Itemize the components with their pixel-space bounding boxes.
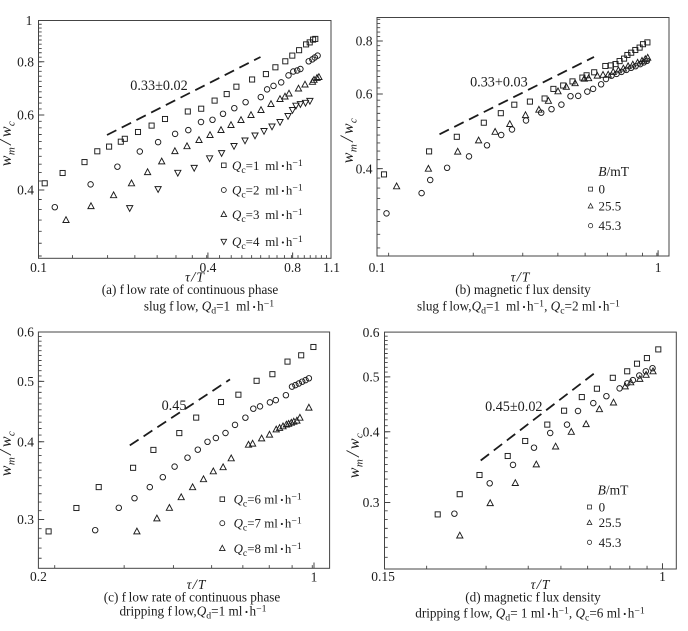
svg-text:0.6: 0.6 [363, 325, 380, 340]
svg-text:B/mT: B/mT [598, 164, 630, 179]
svg-text:0.5: 0.5 [17, 374, 34, 389]
svg-text:slug f low,Qd=1 ml ·h−1, Qc=2: slug f low,Qd=1 ml ·h−1, Qc=2 ml ·h−1 [417, 297, 620, 317]
svg-text:0.8: 0.8 [356, 34, 373, 49]
svg-text:0: 0 [599, 500, 606, 515]
svg-text:Qc=4 ml ·h−1: Qc=4 ml ·h−1 [232, 232, 304, 252]
svg-text:slug f low, Qd=1 ml ·h−1: slug f low, Qd=1 ml ·h−1 [144, 297, 274, 317]
svg-text:τ / T: τ / T [185, 270, 205, 286]
svg-text:0.3: 0.3 [17, 512, 34, 527]
svg-text:τ / T: τ / T [531, 577, 551, 593]
svg-text:25.5: 25.5 [599, 515, 622, 530]
svg-text:1: 1 [26, 13, 33, 28]
svg-text:0.1: 0.1 [30, 260, 47, 275]
svg-text:(b) magnetic f lux density: (b) magnetic f lux density [455, 282, 591, 297]
svg-text:0.6: 0.6 [17, 325, 34, 340]
svg-text:0.6: 0.6 [17, 108, 34, 123]
svg-text:0.5: 0.5 [363, 370, 380, 385]
svg-text:0.4: 0.4 [17, 434, 34, 449]
svg-text:0.8: 0.8 [284, 260, 301, 275]
svg-text:0.4: 0.4 [17, 183, 34, 198]
svg-text:0.4: 0.4 [199, 260, 216, 275]
svg-text:wm / wc: wm / wc [337, 118, 359, 163]
svg-text:0.33+0.03: 0.33+0.03 [470, 74, 528, 90]
svg-text:wm / wc: wm / wc [343, 433, 365, 478]
svg-text:(a) f low rate of continuous p: (a) f low rate of continuous phase [102, 282, 279, 297]
svg-text:1: 1 [311, 570, 318, 585]
svg-text:0.45: 0.45 [162, 398, 187, 414]
svg-text:0.15: 0.15 [371, 569, 395, 584]
svg-text:Qc=6 ml ·h−1: Qc=6 ml ·h−1 [234, 490, 303, 510]
svg-text:τ / T: τ / T [511, 270, 531, 286]
svg-text:0.45±0.02: 0.45±0.02 [485, 399, 542, 415]
svg-text:0.33±0.02: 0.33±0.02 [130, 78, 187, 94]
svg-text:Qc=2 ml ·h−1: Qc=2 ml ·h−1 [232, 181, 304, 201]
svg-text:0.8: 0.8 [17, 54, 34, 69]
svg-text:(d) magnetic f lux density: (d) magnetic f lux density [465, 590, 601, 605]
svg-text:0.6: 0.6 [356, 87, 373, 102]
svg-text:0.4: 0.4 [363, 424, 380, 439]
svg-text:45.3: 45.3 [599, 535, 622, 550]
svg-text:0.1: 0.1 [369, 260, 386, 275]
svg-text:25.5: 25.5 [599, 199, 622, 214]
svg-text:1.1: 1.1 [323, 260, 340, 275]
svg-text:wm / wc: wm / wc [0, 431, 17, 476]
svg-text:(c) f low rate of continuous p: (c) f low rate of continuous phase [104, 590, 281, 605]
svg-text:Qc=3 ml ·h−1: Qc=3 ml ·h−1 [232, 205, 304, 225]
svg-text:45.3: 45.3 [599, 218, 622, 233]
svg-text:dripping f low,Qd=1 ml ·h−1: dripping f low,Qd=1 ml ·h−1 [119, 602, 266, 622]
svg-text:0: 0 [599, 182, 606, 197]
svg-text:Qc=7 ml ·h−1: Qc=7 ml ·h−1 [234, 514, 303, 534]
svg-text:0.2: 0.2 [30, 569, 47, 584]
svg-text:wm / wc: wm / wc [0, 121, 17, 166]
svg-text:dripping f low, Qd= 1 ml ·h−1,: dripping f low, Qd= 1 ml ·h−1, Qc=6 ml ·… [415, 604, 645, 624]
svg-text:0.3: 0.3 [363, 495, 380, 510]
svg-text:0.4: 0.4 [356, 161, 373, 176]
svg-text:1: 1 [659, 569, 666, 584]
svg-text:Qc=8 ml ·h−1: Qc=8 ml ·h−1 [234, 539, 303, 559]
svg-text:1: 1 [655, 260, 662, 275]
svg-text:τ / T: τ / T [187, 577, 207, 593]
svg-text:Qc=1 ml ·h−1: Qc=1 ml ·h−1 [232, 156, 304, 176]
svg-text:B/mT: B/mT [598, 483, 630, 498]
